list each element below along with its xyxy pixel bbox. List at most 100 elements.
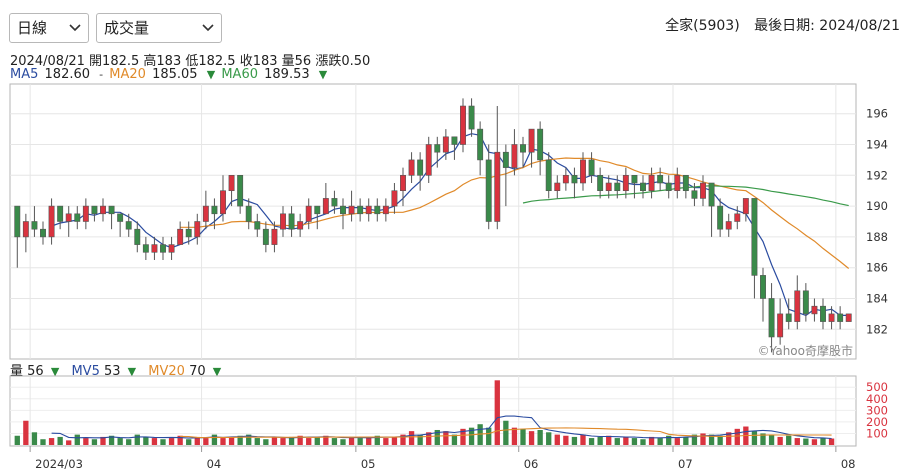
volume-bar	[160, 439, 166, 445]
volume-tick-label: 200	[866, 415, 888, 429]
volume-bar	[434, 429, 440, 445]
volume-bar	[786, 435, 792, 445]
volume-bar	[220, 438, 226, 445]
candle-body	[168, 244, 175, 253]
volume-bar	[74, 434, 80, 445]
volume-bar	[271, 436, 278, 445]
candle-body	[134, 228, 141, 245]
candle-body	[151, 244, 158, 253]
indicator-select[interactable]: 成交量	[96, 13, 222, 43]
candle-body	[708, 182, 715, 207]
candle-body	[65, 213, 72, 222]
volume-bar	[31, 432, 38, 445]
volume-bar	[811, 439, 818, 445]
watermark: ©Yahoo奇摩股市	[758, 343, 853, 358]
candle-body	[485, 159, 492, 222]
volume-bar	[117, 438, 123, 445]
candle-body	[631, 175, 638, 184]
candle-body	[502, 151, 509, 168]
ma60-label: MA60	[221, 67, 258, 82]
volume-bar	[640, 439, 646, 445]
candle-body	[442, 136, 449, 153]
volume-bar	[606, 435, 612, 445]
candle-body	[142, 244, 149, 253]
candle-body	[640, 182, 646, 192]
candle-body	[820, 305, 826, 322]
candle-body	[57, 205, 64, 222]
candle-body	[305, 205, 312, 222]
volume-bar	[674, 438, 680, 445]
candle-body	[760, 275, 766, 299]
volume-bar	[48, 438, 55, 445]
candle-body	[14, 205, 21, 238]
ma5-trend: -	[99, 68, 104, 81]
candle-body	[554, 182, 561, 192]
candle-body	[511, 144, 518, 168]
volume-tick-label: 400	[866, 392, 888, 406]
candle-body	[228, 175, 235, 192]
volume-bar	[631, 438, 638, 445]
vol-value: 56	[27, 364, 44, 379]
volume-tick-label: 500	[866, 380, 888, 394]
candle-body	[734, 213, 741, 222]
candle-body	[605, 182, 612, 192]
period-select[interactable]: 日線	[9, 13, 89, 43]
candle-body	[528, 128, 535, 153]
volume-bar	[203, 438, 209, 445]
volume-bar	[348, 436, 355, 445]
volume-bar	[614, 438, 620, 445]
candle-body	[588, 159, 595, 176]
volume-tick-label: 100	[866, 426, 888, 440]
price-tick-label: 196	[866, 107, 888, 121]
volume-bar	[280, 438, 286, 445]
candle-body	[91, 205, 98, 215]
candle-body	[357, 205, 364, 215]
volume-bar	[580, 434, 586, 445]
candle-body	[177, 228, 184, 245]
candle-body	[794, 290, 801, 322]
month-tick-label: 08	[841, 457, 856, 471]
candle-body	[682, 175, 689, 192]
mv20-value: 70	[189, 364, 206, 379]
volume-bar	[151, 438, 158, 445]
mv5-trend: ▼	[127, 365, 137, 378]
volume-bar	[323, 435, 329, 445]
candle-body	[597, 175, 604, 192]
candle-body	[202, 205, 209, 222]
volume-bar	[460, 428, 466, 445]
stock-header: 全家(5903) 最後日期: 2024/08/21	[655, 15, 900, 35]
volume-bar	[451, 434, 458, 445]
candle-body	[460, 105, 466, 145]
volume-bar	[366, 436, 372, 445]
volume-bar	[563, 435, 569, 445]
candle-body	[777, 313, 784, 338]
volume-bar	[237, 435, 243, 445]
volume-bar	[468, 427, 475, 445]
volume-bar	[554, 434, 560, 445]
volume-bar	[520, 428, 526, 445]
candle-body	[408, 159, 415, 176]
volume-bar	[134, 434, 140, 445]
candle-body	[537, 128, 544, 161]
month-tick-label: 04	[207, 457, 222, 471]
volume-bar	[486, 427, 492, 445]
candle-body	[194, 221, 201, 238]
volume-bar	[751, 431, 758, 445]
volume-bar	[254, 438, 260, 445]
volume-bar	[597, 436, 603, 445]
volume-bar	[66, 440, 72, 445]
candle-body	[768, 298, 775, 338]
volume-bar	[246, 434, 252, 445]
volume-bar	[571, 436, 578, 445]
candle-body	[700, 182, 706, 199]
price-tick-label: 186	[866, 261, 888, 275]
candle-body	[100, 205, 106, 215]
volume-bar	[657, 438, 663, 445]
mv5-value: 53	[103, 364, 121, 379]
candle-body	[108, 205, 115, 215]
volume-bar	[211, 434, 218, 445]
volume-bar	[383, 438, 389, 445]
price-tick-label: 188	[866, 230, 888, 244]
candle-body	[160, 244, 166, 253]
